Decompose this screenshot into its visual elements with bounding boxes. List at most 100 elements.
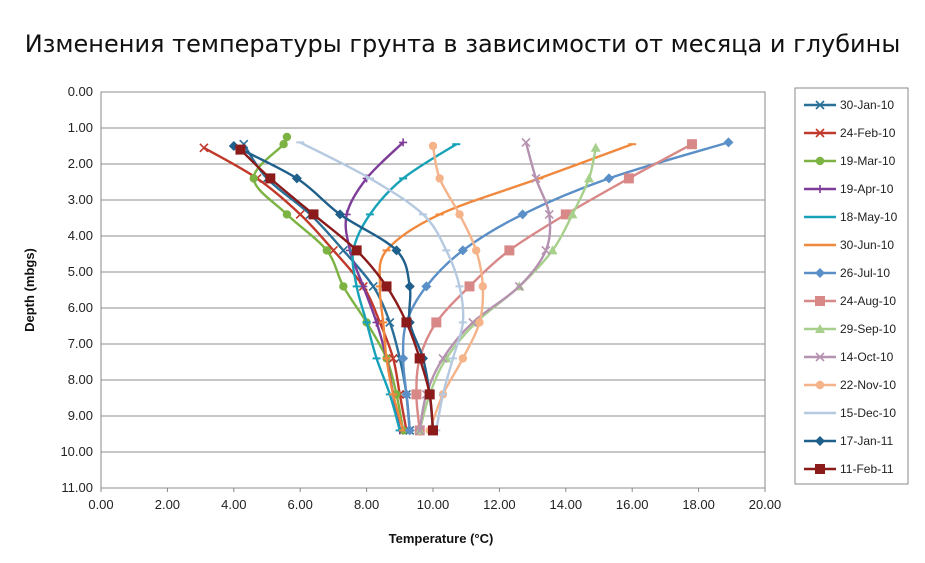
data-point: [471, 246, 481, 255]
data-point: [428, 425, 438, 436]
y-axis-title: Depth (mbgs): [22, 248, 37, 332]
y-tick-label: 4.00: [68, 228, 93, 243]
chart-title: Изменения температуры грунта в зависимос…: [24, 30, 901, 58]
legend-label: 19-Mar-10: [840, 154, 896, 168]
legend-item: 29-Sep-10: [804, 322, 896, 336]
data-point: [623, 173, 634, 184]
legend-item: 18-May-10: [804, 210, 898, 224]
data-point: [279, 140, 288, 149]
y-tick-label: 2.00: [68, 156, 93, 171]
data-point: [391, 245, 402, 256]
y-tick-label: 5.00: [68, 264, 93, 279]
y-tick-label: 11.00: [61, 480, 93, 495]
legend-item: 24-Feb-10: [804, 126, 896, 140]
data-point: [322, 246, 331, 255]
x-tick-label: 20.00: [749, 497, 782, 512]
data-point: [723, 137, 734, 148]
data-point: [424, 389, 435, 400]
x-tick-label: 0.00: [88, 497, 113, 512]
data-point: [351, 245, 362, 256]
y-tick-label: 8.00: [68, 372, 93, 387]
data-point: [411, 389, 422, 400]
data-point: [541, 245, 551, 255]
series-line: [252, 136, 405, 431]
y-tick-label: 9.00: [68, 408, 93, 423]
data-point: [421, 281, 432, 292]
data-point: [235, 144, 246, 155]
data-point: [468, 317, 478, 327]
data-point: [385, 317, 395, 327]
y-tick-label: 0.00: [68, 84, 93, 99]
legend: 30-Jan-10 24-Feb-10 19-Mar-10 19-Apr-10 18-M…: [804, 98, 898, 476]
x-tick-label: 16.00: [616, 497, 649, 512]
data-point: [457, 245, 468, 256]
data-point: [584, 173, 595, 183]
legend-marker: [815, 268, 825, 278]
legend-item: 14-Oct-10: [804, 350, 894, 364]
x-tick-label: 4.00: [221, 497, 246, 512]
legend-marker: [815, 156, 825, 166]
x-tick-label: 6.00: [288, 497, 313, 512]
data-point: [428, 141, 438, 151]
legend-label: 19-Apr-10: [840, 182, 894, 196]
data-point: [414, 353, 425, 364]
legend-marker: [815, 464, 825, 474]
legend-label: 14-Oct-10: [840, 350, 894, 364]
data-point: [339, 282, 348, 291]
x-tick-label: 18.00: [682, 497, 715, 512]
legend-item: 22-Nov-10: [804, 378, 896, 392]
data-point: [475, 318, 484, 327]
legend-label: 17-Jan-11: [840, 434, 893, 448]
legend-marker: [815, 128, 825, 138]
data-point: [478, 282, 487, 291]
data-point: [388, 353, 398, 363]
legend-item: 15-Dec-10: [804, 406, 896, 420]
data-point: [415, 425, 425, 435]
data-point: [544, 209, 554, 219]
y-tick-label: 7.00: [68, 336, 93, 351]
legend-label: 26-Jul-10: [840, 266, 890, 280]
data-point: [249, 174, 258, 183]
data-point: [199, 143, 209, 153]
legend-item: 19-Mar-10: [804, 154, 896, 168]
y-tick-label: 6.00: [68, 300, 93, 315]
x-tick-label: 12.00: [483, 497, 516, 512]
data-point: [398, 353, 409, 364]
data-point: [435, 174, 444, 183]
legend-item: 30-Jun-10: [804, 238, 894, 252]
legend-label: 18-May-10: [840, 210, 898, 224]
data-point: [265, 173, 276, 184]
legend-marker: [815, 324, 825, 333]
legend-label: 30-Jun-10: [840, 238, 894, 252]
series-14-Oct-10: [415, 137, 554, 435]
x-axis-ticks: 0.00 2.00 4.00 6.00 8.00 10.00 12.00 14.00 16.00…: [88, 488, 781, 512]
legend-marker: [816, 185, 824, 193]
data-point: [328, 245, 338, 255]
legend-item: 24-Aug-10: [804, 294, 896, 308]
legend-label: 24-Feb-10: [840, 126, 896, 140]
data-point: [404, 425, 415, 436]
data-point: [438, 353, 448, 363]
data-point: [295, 209, 305, 219]
data-point: [686, 139, 697, 150]
data-point: [531, 173, 541, 183]
legend-box: [794, 87, 909, 485]
legend-marker: [815, 380, 825, 390]
data-point: [560, 209, 571, 220]
legend-item: 17-Jan-11: [804, 434, 893, 448]
x-axis-title: Temperature (°C): [389, 531, 494, 546]
data-point: [464, 281, 475, 292]
data-point: [404, 281, 415, 292]
data-point: [517, 209, 528, 220]
legend-item: 11-Feb-11: [804, 462, 894, 476]
y-tick-label: 3.00: [68, 192, 93, 207]
data-point: [282, 210, 292, 219]
data-point: [338, 245, 348, 255]
series-group: [199, 132, 734, 436]
legend-marker: [815, 436, 825, 446]
x-tick-label: 2.00: [155, 497, 180, 512]
legend-label: 24-Aug-10: [840, 294, 896, 308]
y-tick-label: 10.00: [60, 444, 93, 459]
legend-item: 30-Jan-10: [804, 98, 894, 112]
